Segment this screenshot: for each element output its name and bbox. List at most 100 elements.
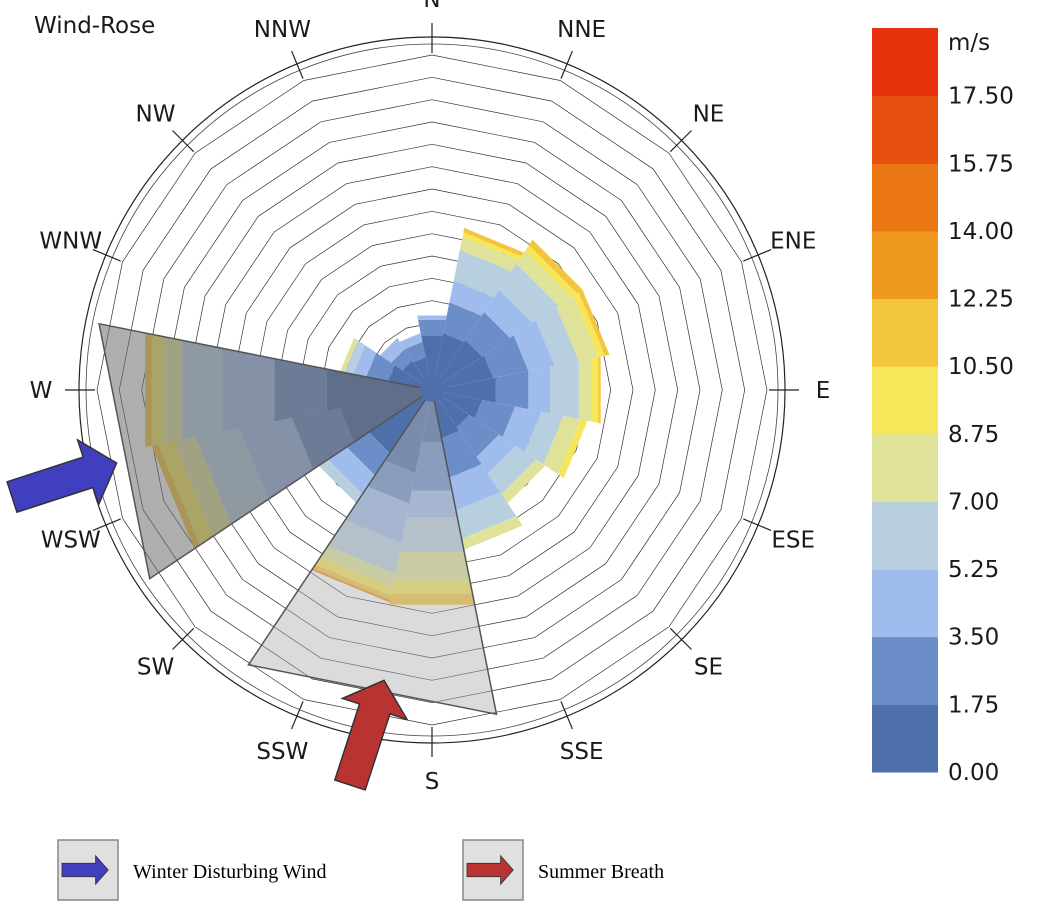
colorbar-segment — [872, 95, 938, 164]
direction-label: SE — [694, 654, 723, 680]
direction-tick — [92, 249, 121, 262]
direction-tick — [291, 701, 304, 730]
wind-wedge — [391, 580, 473, 594]
wind-wedge — [391, 349, 413, 371]
colorbar-segment — [872, 366, 938, 435]
wind-wedge — [453, 249, 512, 298]
wind-wedge — [578, 358, 592, 422]
colorbar-tick-label: 8.75 — [948, 422, 999, 448]
colorbar-segment — [872, 501, 938, 570]
wind-wedge — [556, 295, 599, 361]
wind-wedge — [399, 333, 423, 350]
wind-wedge — [513, 320, 555, 371]
wind-wedge — [484, 335, 529, 378]
wind-wedge — [550, 360, 579, 420]
wind-wedge — [432, 390, 460, 439]
wind-wedge — [476, 434, 516, 474]
wind-wedge — [367, 460, 416, 504]
winter-wind-arrow — [6, 438, 118, 514]
direction-label: ENE — [770, 228, 816, 254]
wind-wedge — [591, 356, 599, 424]
wind-wedge — [495, 370, 529, 410]
wind-wedge — [312, 564, 391, 601]
chart-legend: Winter Disturbing Wind Summer Breath — [57, 839, 664, 901]
wind-wedge — [384, 390, 432, 474]
wind-wedge — [443, 302, 482, 342]
wind-wedge — [345, 486, 410, 544]
wind-wedge — [366, 352, 395, 382]
colorbar-tick-label: 7.00 — [948, 489, 999, 515]
direction-tick — [560, 50, 573, 79]
wind-wedge — [417, 315, 447, 320]
wind-wedge — [462, 232, 522, 260]
direction-label: WSW — [41, 528, 101, 554]
wind-wedge — [502, 406, 542, 452]
direction-label: WNW — [39, 228, 102, 254]
wind-wedge — [474, 400, 516, 438]
colorbar-segment — [872, 636, 938, 705]
colorbar: m/s 17.50 15.75 14.00 12.25 10.50 8.75 7.00 5.25… — [872, 28, 1014, 786]
direction-tick — [172, 627, 195, 650]
grid-ring — [163, 121, 701, 659]
highlight-sector-winter — [98, 322, 434, 580]
colorbar-tick-label: 12.25 — [948, 287, 1014, 313]
direction-label: S — [425, 769, 440, 795]
wind-wedge — [573, 292, 605, 357]
wind-wedge — [456, 492, 517, 539]
direction-tick — [743, 518, 772, 531]
wind-wedge — [311, 568, 391, 603]
colorbar-segment — [872, 569, 938, 638]
wind-wedge — [432, 377, 496, 403]
wind-wedge — [315, 557, 393, 596]
wind-wedge — [404, 341, 426, 363]
wind-wedge — [388, 365, 432, 390]
wind-wedge — [432, 355, 494, 390]
colorbar-unit: m/s — [948, 30, 990, 56]
direction-tick — [669, 627, 692, 650]
colorbar-tick-label: 1.75 — [948, 692, 999, 718]
wind-wedge — [536, 306, 579, 366]
wind-wedge — [327, 520, 402, 574]
legend-label: Summer Breath — [538, 861, 664, 883]
grid-ring — [96, 54, 768, 726]
wind-wedge — [449, 280, 494, 316]
rose-plot: N NNE NE ENE E ESE SE SSE S SSW SW WSW W WNW NW NNW — [6, 0, 831, 795]
direction-label: SW — [137, 654, 174, 680]
direction-label: W — [30, 378, 53, 404]
wind-wedge — [412, 442, 452, 491]
wind-wedge — [318, 459, 363, 504]
direction-label: SSW — [256, 739, 308, 765]
colorbar-tick-label: 15.75 — [948, 151, 1014, 177]
wind-wedge — [432, 390, 470, 428]
wind-wedge — [320, 546, 396, 588]
legend-arrow-icon — [61, 854, 109, 886]
colorbar-tick-label: 10.50 — [948, 354, 1014, 380]
colorbar-segment — [872, 28, 938, 97]
wind-wedge — [432, 390, 483, 419]
direction-tick — [291, 50, 304, 79]
wind-wedge — [516, 250, 572, 306]
wind-wedge — [484, 289, 533, 338]
colorbar-tick-label: 0.00 — [948, 760, 999, 786]
legend-summer: Summer Breath — [462, 839, 664, 901]
wind-wedge — [394, 552, 470, 581]
wind-wedge — [525, 245, 577, 297]
colorbar-segment — [872, 230, 938, 300]
center-dot — [420, 378, 444, 402]
wind-wedge — [380, 338, 405, 363]
wind-wedge — [418, 319, 446, 336]
grid-ring — [118, 76, 746, 704]
direction-label: E — [816, 378, 831, 404]
wind-wedge — [578, 289, 610, 356]
direction-label: ESE — [771, 528, 815, 554]
wind-wedge — [598, 356, 601, 424]
wind-wedge — [558, 419, 588, 479]
wind-wedge — [340, 337, 358, 373]
colorbar-segment — [872, 704, 938, 773]
wind-wedge — [465, 312, 510, 357]
colorbar-tick-label: 14.00 — [948, 219, 1014, 245]
summer-breath-arrow — [333, 679, 409, 791]
wind-wedge — [501, 459, 546, 504]
grid-ring — [185, 143, 679, 637]
direction-label: NE — [693, 102, 725, 128]
